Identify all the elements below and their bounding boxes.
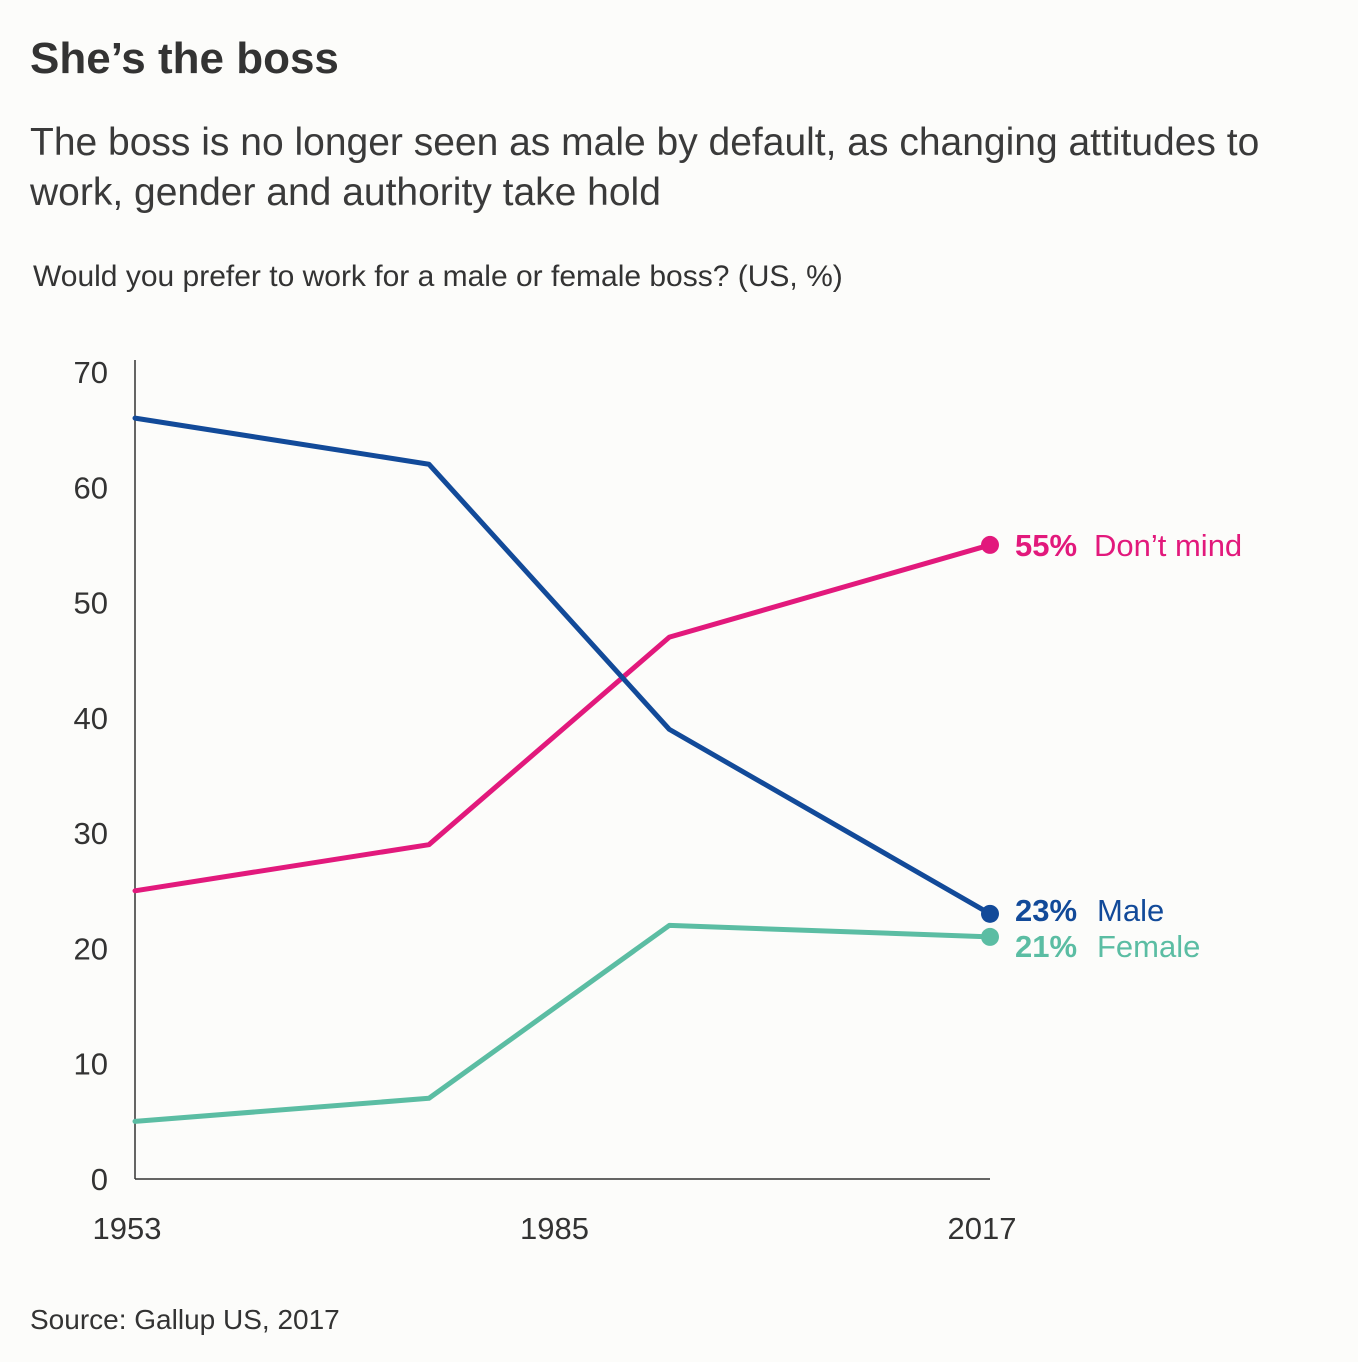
end-label-value: 23% <box>1015 893 1077 928</box>
y-tick-label: 40 <box>74 701 108 736</box>
chart-question: Would you prefer to work for a male or f… <box>33 260 843 293</box>
series-end-marker <box>981 904 999 923</box>
y-tick-label: 70 <box>74 355 108 390</box>
x-tick-label: 2017 <box>948 1211 1017 1246</box>
y-tick-label: 60 <box>74 470 108 505</box>
series-end-marker <box>981 535 999 554</box>
end-label-name: Female <box>1097 929 1200 964</box>
series-line-don-t-mind <box>132 542 993 894</box>
series-line-male <box>132 415 993 917</box>
y-tick-label: 10 <box>74 1047 108 1082</box>
x-tick-label: 1985 <box>520 1211 589 1246</box>
chart-axes: 0 10 20 30 40 50 60 70 1953 1985 2017 <box>74 355 1017 1246</box>
y-tick-label: 20 <box>74 931 108 966</box>
y-tick-label: 50 <box>74 586 108 621</box>
series-line-female <box>132 922 993 1124</box>
x-tick-label: 1953 <box>93 1211 162 1246</box>
y-tick-label: 30 <box>74 816 108 851</box>
y-tick-label: 0 <box>91 1162 108 1197</box>
chart-end-labels: 55% Don’t mind 23% Male 21% Female <box>1015 528 1242 964</box>
end-label-value: 21% <box>1015 929 1077 964</box>
end-label-name: Male <box>1097 893 1164 928</box>
chart-lines <box>132 415 999 1124</box>
end-label-value: 55% <box>1015 528 1077 563</box>
series-end-marker <box>981 927 999 946</box>
source-note: Source: Gallup US, 2017 <box>30 1304 340 1335</box>
end-label-name: Don’t mind <box>1094 528 1242 563</box>
chart-title: She’s the boss <box>30 34 339 83</box>
chart-subtitle: The boss is no longer seen as male by de… <box>30 121 1260 214</box>
